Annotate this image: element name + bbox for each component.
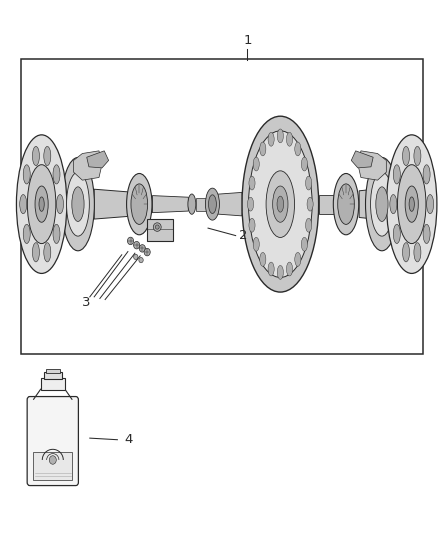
Ellipse shape: [57, 195, 64, 214]
Ellipse shape: [277, 196, 284, 212]
Ellipse shape: [277, 129, 283, 143]
Ellipse shape: [72, 187, 84, 222]
Ellipse shape: [376, 187, 388, 222]
Bar: [33, 452, 72, 480]
Ellipse shape: [134, 241, 140, 249]
Ellipse shape: [23, 165, 30, 184]
Polygon shape: [94, 189, 135, 219]
Ellipse shape: [44, 243, 51, 262]
Ellipse shape: [301, 157, 307, 171]
Ellipse shape: [272, 186, 288, 222]
Ellipse shape: [390, 195, 397, 214]
Polygon shape: [351, 151, 373, 168]
Ellipse shape: [139, 257, 143, 263]
Polygon shape: [358, 151, 386, 180]
Ellipse shape: [414, 243, 421, 262]
Ellipse shape: [16, 135, 67, 273]
Ellipse shape: [67, 172, 89, 236]
Ellipse shape: [266, 171, 294, 238]
Ellipse shape: [306, 176, 312, 190]
Ellipse shape: [307, 197, 313, 211]
Ellipse shape: [338, 184, 354, 224]
Ellipse shape: [27, 165, 56, 244]
Ellipse shape: [286, 132, 293, 146]
Polygon shape: [319, 195, 341, 214]
Ellipse shape: [249, 131, 312, 278]
Ellipse shape: [393, 224, 400, 244]
Polygon shape: [212, 192, 242, 216]
Ellipse shape: [403, 147, 410, 166]
Ellipse shape: [333, 174, 359, 235]
Polygon shape: [74, 151, 102, 180]
Ellipse shape: [225, 197, 231, 212]
Ellipse shape: [409, 197, 414, 211]
Ellipse shape: [242, 116, 318, 292]
Ellipse shape: [260, 142, 266, 156]
Ellipse shape: [35, 186, 48, 222]
Text: 4: 4: [125, 433, 133, 446]
Bar: [41, 378, 65, 390]
Ellipse shape: [32, 243, 39, 262]
Ellipse shape: [188, 194, 196, 214]
Polygon shape: [152, 196, 188, 213]
Bar: [21, 59, 423, 354]
Ellipse shape: [134, 254, 138, 260]
Ellipse shape: [247, 197, 254, 211]
Polygon shape: [196, 198, 219, 211]
Ellipse shape: [218, 196, 225, 213]
Ellipse shape: [139, 245, 145, 252]
Ellipse shape: [365, 158, 399, 251]
Ellipse shape: [249, 219, 255, 232]
Ellipse shape: [205, 188, 219, 220]
Ellipse shape: [268, 262, 274, 276]
Ellipse shape: [295, 142, 301, 156]
Ellipse shape: [414, 147, 421, 166]
Polygon shape: [87, 151, 109, 168]
Ellipse shape: [249, 176, 255, 190]
Ellipse shape: [39, 197, 44, 211]
Ellipse shape: [253, 157, 259, 171]
Ellipse shape: [153, 223, 161, 231]
Ellipse shape: [371, 172, 393, 236]
Circle shape: [49, 456, 56, 464]
Ellipse shape: [20, 195, 27, 214]
Ellipse shape: [144, 248, 150, 256]
Bar: [46, 369, 60, 373]
Ellipse shape: [295, 253, 301, 266]
Ellipse shape: [286, 262, 293, 276]
Ellipse shape: [208, 195, 216, 213]
Ellipse shape: [127, 174, 152, 235]
Ellipse shape: [32, 147, 39, 166]
Ellipse shape: [427, 195, 434, 214]
Ellipse shape: [23, 224, 30, 244]
Ellipse shape: [423, 224, 430, 244]
Ellipse shape: [127, 237, 134, 245]
Ellipse shape: [423, 165, 430, 184]
Ellipse shape: [260, 253, 266, 266]
Ellipse shape: [306, 219, 312, 232]
Ellipse shape: [131, 184, 148, 224]
Polygon shape: [231, 198, 247, 210]
Ellipse shape: [277, 265, 283, 279]
Text: 3: 3: [82, 296, 91, 309]
Bar: [44, 372, 62, 379]
Ellipse shape: [44, 147, 51, 166]
Ellipse shape: [155, 225, 159, 229]
Bar: [147, 219, 173, 241]
Polygon shape: [359, 189, 374, 219]
Ellipse shape: [405, 186, 418, 222]
Ellipse shape: [268, 132, 274, 146]
Ellipse shape: [301, 237, 307, 251]
Text: 1: 1: [243, 34, 252, 47]
Ellipse shape: [403, 243, 410, 262]
FancyBboxPatch shape: [27, 397, 78, 486]
Ellipse shape: [53, 224, 60, 244]
Ellipse shape: [53, 165, 60, 184]
Ellipse shape: [386, 135, 437, 273]
Ellipse shape: [397, 165, 426, 244]
Text: 2: 2: [239, 229, 247, 242]
Ellipse shape: [393, 165, 400, 184]
Ellipse shape: [61, 158, 94, 251]
Ellipse shape: [253, 237, 259, 251]
